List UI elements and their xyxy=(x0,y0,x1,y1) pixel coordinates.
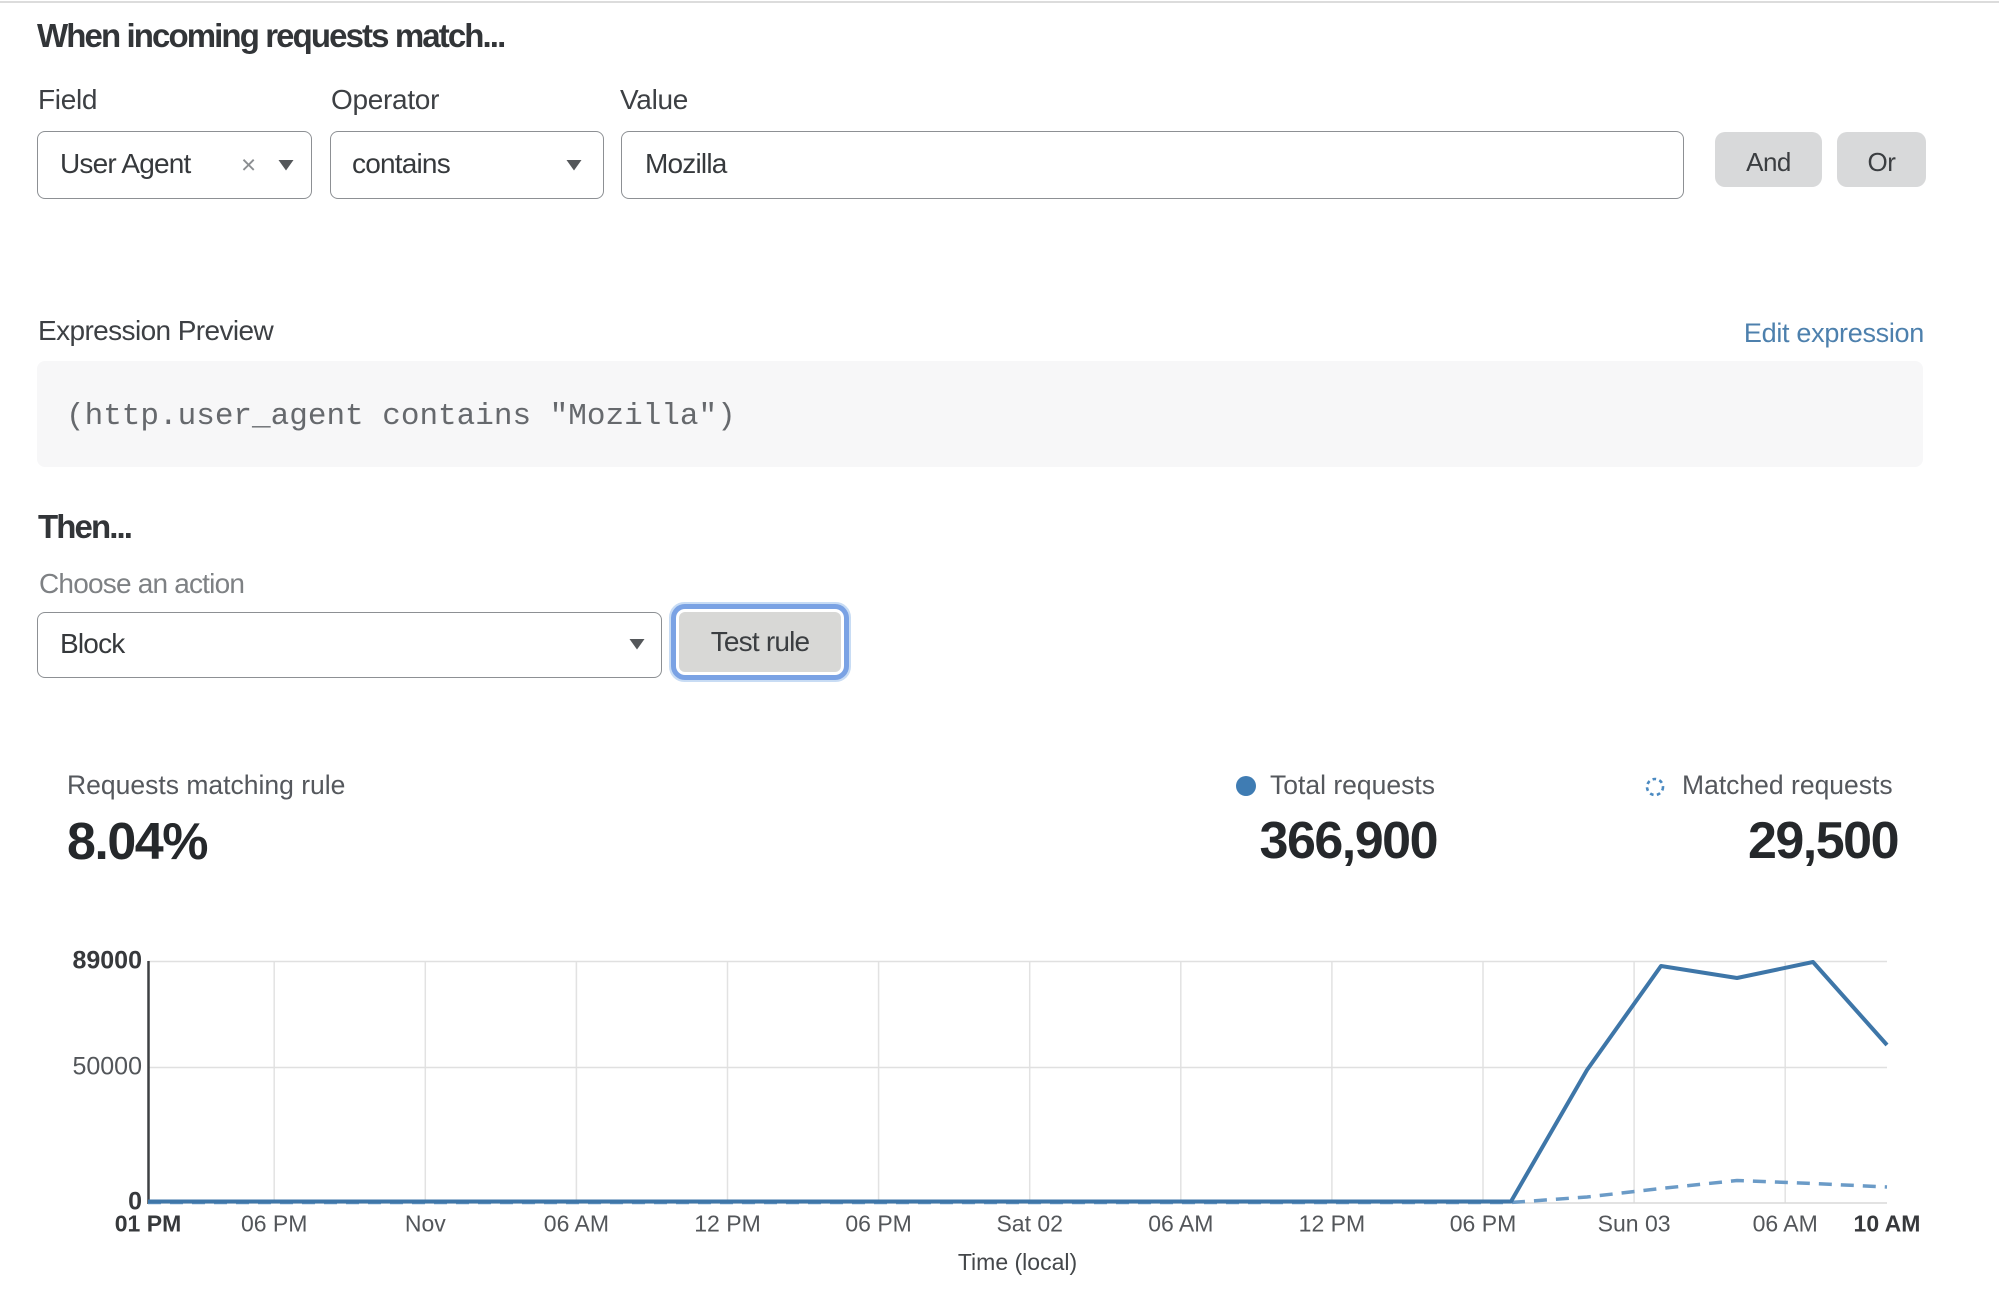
svg-text:0: 0 xyxy=(128,1188,142,1216)
svg-text:06 PM: 06 PM xyxy=(1450,1211,1516,1237)
svg-text:06 AM: 06 AM xyxy=(1753,1211,1818,1237)
svg-text:Time (local): Time (local) xyxy=(958,1249,1077,1275)
svg-text:Nov: Nov xyxy=(405,1211,446,1237)
svg-text:06 AM: 06 AM xyxy=(544,1211,609,1237)
svg-text:50000: 50000 xyxy=(72,1053,142,1081)
svg-text:06 PM: 06 PM xyxy=(845,1211,911,1237)
svg-text:06 PM: 06 PM xyxy=(241,1211,307,1237)
svg-text:12 PM: 12 PM xyxy=(1299,1211,1365,1237)
svg-text:Sat 02: Sat 02 xyxy=(996,1211,1063,1237)
svg-text:01 PM: 01 PM xyxy=(115,1211,181,1237)
svg-text:12 PM: 12 PM xyxy=(694,1211,760,1237)
svg-text:89000: 89000 xyxy=(72,947,142,975)
svg-text:06 AM: 06 AM xyxy=(1148,1211,1213,1237)
svg-text:Sun 03: Sun 03 xyxy=(1598,1211,1671,1237)
svg-text:10 AM: 10 AM xyxy=(1854,1211,1921,1237)
